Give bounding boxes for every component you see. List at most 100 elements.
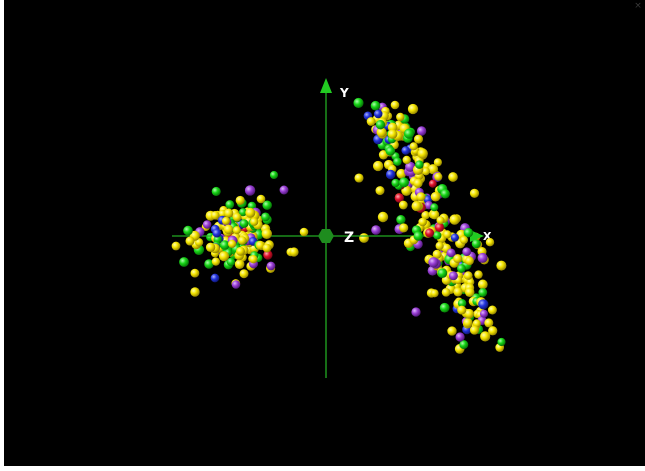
data-point-yellow bbox=[447, 326, 457, 336]
data-point-yellow bbox=[427, 164, 439, 175]
data-point-yellow bbox=[387, 129, 398, 139]
data-point-yellow bbox=[221, 216, 231, 225]
data-point-blue bbox=[373, 109, 383, 119]
data-point-yellow bbox=[387, 122, 398, 133]
data-point-yellow bbox=[218, 251, 230, 262]
data-point-yellow bbox=[232, 226, 241, 235]
data-point-green bbox=[478, 288, 488, 297]
data-point-green bbox=[393, 157, 402, 166]
data-point-yellow bbox=[372, 160, 384, 172]
data-point-yellow bbox=[449, 214, 460, 225]
data-point-green bbox=[457, 264, 466, 273]
data-point-yellow bbox=[375, 186, 385, 196]
data-point-yellow bbox=[457, 305, 467, 315]
data-point-purple bbox=[477, 252, 488, 263]
close-icon[interactable]: × bbox=[634, 1, 642, 11]
data-point-green bbox=[261, 212, 270, 222]
data-point-yellow bbox=[398, 200, 408, 210]
data-point-yellow bbox=[469, 325, 480, 335]
data-point-purple bbox=[202, 220, 212, 229]
data-point-yellow bbox=[433, 158, 442, 167]
data-point-blue bbox=[401, 146, 410, 155]
data-point-yellow bbox=[418, 217, 428, 227]
data-point-purple bbox=[279, 185, 289, 195]
data-point-green bbox=[440, 189, 450, 199]
data-point-yellow bbox=[487, 305, 497, 315]
data-point-yellow bbox=[354, 173, 364, 183]
data-point-purple bbox=[448, 271, 458, 281]
data-point-yellow bbox=[430, 289, 439, 298]
data-point-yellow bbox=[463, 317, 473, 328]
data-point-purple bbox=[446, 248, 456, 258]
y-axis-label: Y bbox=[339, 86, 349, 100]
data-point-yellow bbox=[236, 246, 245, 256]
data-point-yellow bbox=[434, 172, 443, 181]
data-point-purple bbox=[479, 309, 489, 318]
data-point-purple bbox=[231, 280, 241, 289]
scatter-3d-scene[interactable]: Y X Z bbox=[4, 0, 645, 466]
data-point-green bbox=[463, 227, 474, 238]
data-point-yellow bbox=[441, 287, 451, 297]
data-point-purple bbox=[462, 247, 472, 257]
data-point-yellow bbox=[378, 150, 389, 160]
data-point-yellow bbox=[232, 212, 242, 222]
data-point-yellow bbox=[255, 240, 265, 250]
data-point-yellow bbox=[421, 211, 430, 220]
data-point-red bbox=[428, 179, 437, 188]
data-point-yellow bbox=[185, 236, 195, 246]
data-point-purple bbox=[416, 126, 427, 136]
data-point-green bbox=[225, 200, 235, 209]
data-point-green bbox=[391, 178, 400, 188]
data-point-yellow bbox=[472, 319, 481, 328]
data-point-blue bbox=[385, 169, 396, 180]
data-point-yellow bbox=[459, 235, 469, 245]
data-point-yellow bbox=[453, 254, 463, 264]
data-point-green bbox=[183, 225, 193, 236]
data-point-yellow bbox=[234, 259, 245, 270]
data-point-red bbox=[263, 250, 273, 260]
data-point-yellow bbox=[224, 208, 234, 218]
data-point-yellow bbox=[245, 207, 256, 218]
data-point-blue bbox=[450, 233, 459, 242]
data-point-yellow bbox=[261, 228, 272, 239]
data-point-yellow bbox=[443, 230, 452, 239]
data-point-yellow bbox=[210, 210, 220, 220]
data-point-yellow bbox=[453, 287, 463, 297]
data-point-yellow bbox=[262, 243, 272, 253]
data-point-yellow bbox=[399, 223, 409, 233]
data-point-yellow bbox=[235, 195, 245, 205]
data-point-green bbox=[437, 268, 448, 279]
data-point-yellow bbox=[413, 178, 423, 188]
data-point-yellow bbox=[396, 168, 407, 179]
data-point-yellow bbox=[211, 257, 221, 266]
data-point-yellow bbox=[396, 112, 405, 122]
data-point-blue bbox=[212, 228, 222, 238]
data-point-green bbox=[403, 128, 415, 139]
data-point-yellow bbox=[480, 331, 491, 342]
data-point-green bbox=[219, 240, 230, 250]
data-point-green bbox=[353, 97, 364, 108]
data-point-yellow bbox=[299, 227, 309, 237]
data-point-green bbox=[433, 231, 442, 240]
data-point-green bbox=[375, 119, 386, 130]
data-point-green bbox=[399, 177, 409, 188]
data-point-yellow bbox=[223, 224, 234, 235]
data-point-yellow bbox=[485, 237, 495, 247]
data-point-green bbox=[239, 219, 249, 228]
data-point-purple bbox=[371, 225, 381, 235]
data-point-green bbox=[457, 299, 467, 308]
data-point-yellow bbox=[190, 287, 200, 297]
data-point-yellow bbox=[435, 241, 444, 250]
data-point-yellow bbox=[465, 256, 474, 266]
data-point-yellow bbox=[496, 260, 507, 271]
data-point-green bbox=[459, 340, 469, 350]
data-point-purple bbox=[405, 161, 416, 172]
data-point-yellow bbox=[477, 279, 488, 290]
data-point-yellow bbox=[421, 167, 430, 176]
data-point-yellow bbox=[228, 239, 237, 248]
data-point-yellow bbox=[376, 127, 387, 138]
data-point-red bbox=[394, 193, 404, 203]
data-point-yellow bbox=[256, 194, 266, 204]
data-point-green bbox=[385, 146, 396, 156]
3d-viewport[interactable]: Y X Z × bbox=[4, 0, 645, 466]
